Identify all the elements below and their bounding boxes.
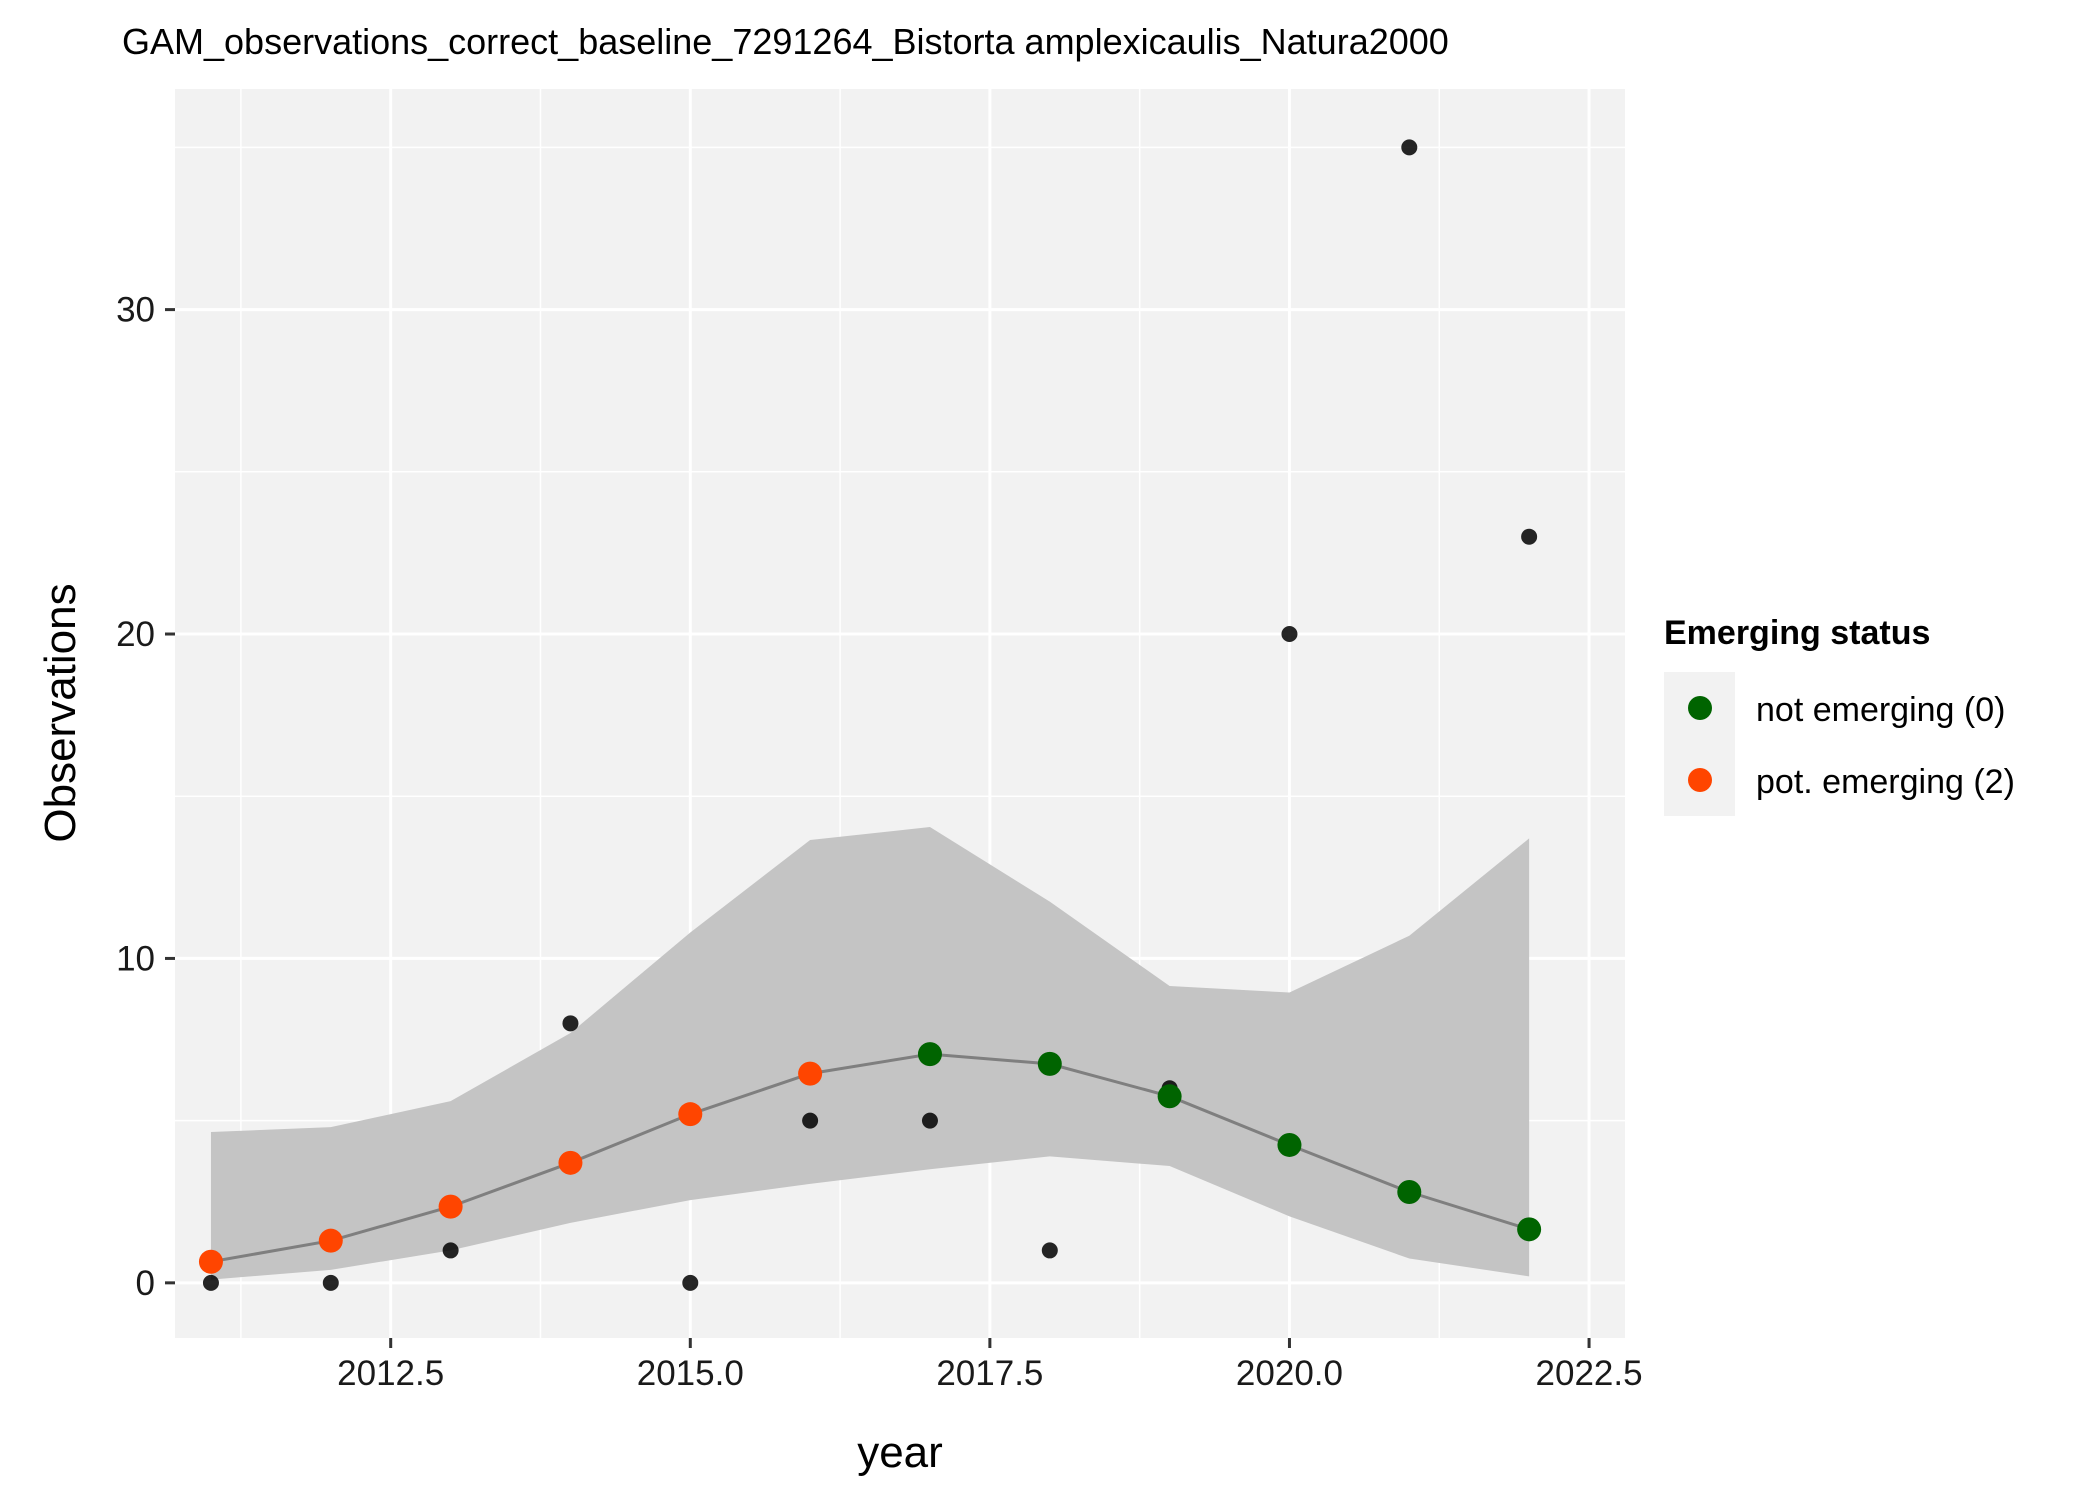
x-tick-label: 2015.0 (637, 1354, 744, 1393)
legend-key-box (1664, 672, 1735, 816)
confidence-ribbon (210, 827, 1530, 1280)
y-axis-label: Observations (36, 583, 85, 842)
chart-title: GAM_observations_correct_baseline_729126… (122, 21, 1449, 62)
observed-point (1041, 1242, 1058, 1259)
y-tick-label: 10 (116, 939, 155, 978)
y-tick-label: 30 (116, 291, 155, 330)
legend-label-not-emerging: not emerging (0) (1756, 691, 2005, 729)
fit-point (1397, 1180, 1422, 1205)
x-tick-label: 2020.0 (1236, 1354, 1343, 1393)
fit-line-layer (210, 1052, 1530, 1264)
legend-title: Emerging status (1664, 614, 1930, 652)
x-axis-label: year (857, 1428, 943, 1477)
fit-line (210, 1052, 1530, 1264)
legend: Emerging status not emerging (0) pot. em… (1664, 614, 2015, 816)
observed-point (921, 1112, 938, 1129)
observed-point (1281, 626, 1298, 643)
y-tick-label: 20 (116, 615, 155, 654)
x-axis: 2012.5 2015.0 2017.5 2020.0 2022.5 (337, 1338, 1643, 1393)
observed-point (322, 1274, 339, 1291)
x-tick-label: 2017.5 (936, 1354, 1043, 1393)
x-tick-label: 2022.5 (1536, 1354, 1643, 1393)
observed-point (682, 1274, 699, 1291)
y-tick-label: 0 (136, 1264, 155, 1303)
legend-label-pot-emerging: pot. emerging (2) (1756, 763, 2015, 801)
fit-points-layer (198, 1042, 1542, 1274)
fit-point (1517, 1217, 1542, 1242)
observed-point (442, 1242, 459, 1259)
fit-point (798, 1061, 823, 1086)
observed-point (202, 1274, 219, 1291)
fit-point (678, 1102, 703, 1127)
legend-key-pot-emerging (1688, 768, 1712, 792)
x-tick-label: 2012.5 (337, 1354, 444, 1393)
fit-point (1277, 1132, 1302, 1157)
confidence-ribbon-layer (210, 827, 1530, 1280)
fit-point (1037, 1051, 1062, 1076)
observed-point (802, 1112, 819, 1129)
y-axis: 0 10 20 30 (116, 291, 175, 1303)
fit-point (318, 1228, 343, 1253)
observed-point (562, 1015, 579, 1032)
legend-key-not-emerging (1688, 696, 1712, 720)
fit-point (558, 1150, 583, 1175)
observed-point (1521, 528, 1538, 545)
fit-point (198, 1249, 223, 1274)
observed-point (1401, 139, 1418, 156)
fit-point (1157, 1084, 1182, 1109)
fit-point (438, 1194, 463, 1219)
fit-point (917, 1042, 942, 1067)
